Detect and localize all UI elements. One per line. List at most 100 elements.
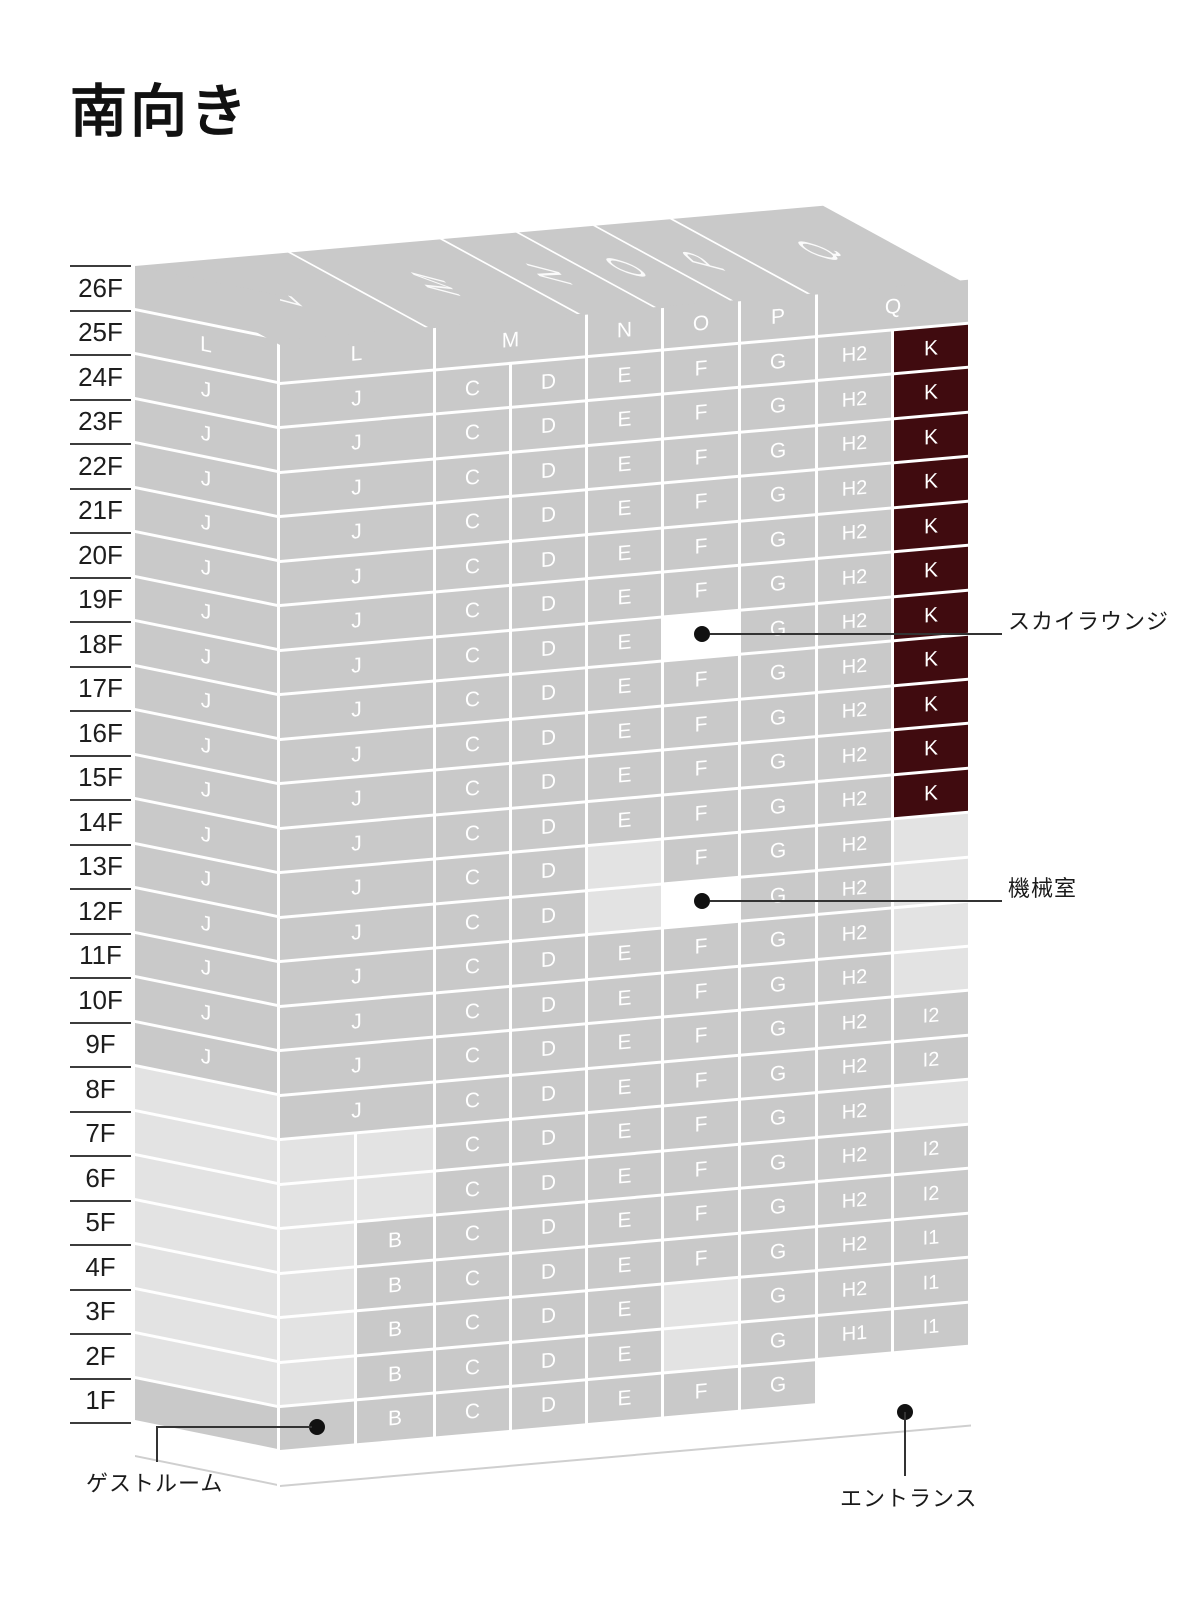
floor-separator <box>70 1066 131 1068</box>
unit-cell-K-23F: K <box>894 368 968 417</box>
unit-cell-I1-4F: I1 <box>894 1214 968 1263</box>
unit-letter: B <box>387 1406 402 1431</box>
unit-letter: C <box>464 1310 481 1336</box>
unit-cell-G-24F: G <box>741 337 815 386</box>
sky-lounge-leader-line <box>710 633 1002 635</box>
unit-cell-C-13F: C <box>436 853 509 902</box>
unit-letter: G <box>769 616 787 641</box>
side-unit-letter: J <box>200 955 212 981</box>
unit-cell-E-24F: E <box>588 351 661 400</box>
unit-letter: H2 <box>841 342 868 368</box>
unit-cell-F-2F <box>664 1323 738 1372</box>
unit-cell-G-23F: G <box>741 382 815 431</box>
unit-letter: F <box>694 356 708 381</box>
unit-cell-K-21F: K <box>894 457 968 506</box>
floor-label-26F: 26F <box>78 272 123 303</box>
unit-cell-D-19F: D <box>512 580 585 629</box>
floor-separator <box>70 487 131 490</box>
unit-letter: D <box>540 1170 557 1195</box>
unit-letter: E <box>617 985 632 1011</box>
unit-letter: G <box>769 527 787 552</box>
unit-letter: K <box>923 425 938 450</box>
roof-panel-letter: Q <box>779 233 855 267</box>
unit-letter: H2 <box>841 1010 868 1035</box>
unit-letter: E <box>617 718 632 744</box>
unit-cell-E-6F: E <box>588 1152 661 1201</box>
unit-cell-D-9F: D <box>512 1025 585 1074</box>
unit-cell-E-23F: E <box>588 395 661 444</box>
unit-letter: J <box>351 386 362 411</box>
unit-cell-C-14F: C <box>436 809 509 858</box>
unit-cell-N-25F: N <box>588 306 661 355</box>
unit-letter: N <box>616 318 633 343</box>
unit-cell-B-3F: B <box>357 1305 433 1354</box>
unit-letter: H2 <box>841 876 868 902</box>
unit-cell-C-20F: C <box>436 542 509 591</box>
floor-label-rail: 26F 25F 24F 23F 22F 21F 20F 19F 18F 17F 16F 15F 14F 1… <box>70 265 131 1424</box>
floor-label-13F: 13F <box>78 851 123 882</box>
unit-cell-D-17F: D <box>512 669 585 718</box>
unit-cell-H2-12F: H2 <box>818 865 891 913</box>
unit-cell-H2-22F: H2 <box>818 420 891 468</box>
unit-letter: C <box>464 1132 481 1158</box>
unit-cell-E-15F: E <box>588 751 661 800</box>
unit-cell-F-11F: F <box>664 922 738 971</box>
unit-cell-C-15F: C <box>436 764 509 813</box>
unit-cell-D-16F: D <box>512 713 585 762</box>
unit-letter: E <box>617 1208 632 1233</box>
unit-letter: E <box>617 941 632 966</box>
unit-letter: C <box>464 687 481 713</box>
unit-letter: D <box>540 1304 557 1329</box>
guest-room-leader-line-v <box>156 1426 158 1462</box>
unit-letter: G <box>769 571 787 597</box>
unit-cell-G-18F: G <box>741 604 815 653</box>
unit-letter: F <box>694 712 708 737</box>
unit-cell-B-5F: B <box>357 1216 433 1265</box>
unit-letter: F <box>694 1246 708 1271</box>
unit-letter: H2 <box>841 431 868 457</box>
unit-letter: J <box>351 787 362 812</box>
unit-cell-F-22F: F <box>664 433 738 482</box>
floor-label-5F: 5F <box>85 1207 116 1238</box>
unit-cell-D-2F: D <box>512 1336 585 1385</box>
unit-letter: H2 <box>841 565 868 590</box>
unit-cell-D-20F: D <box>512 535 585 584</box>
unit-letter: O <box>692 311 710 337</box>
floor-separator <box>70 1021 131 1024</box>
unit-cell-C-6F: C <box>436 1165 509 1214</box>
unit-letter: C <box>464 732 481 757</box>
unit-cell-G-21F: G <box>741 471 815 520</box>
entrance-label: エントランス <box>840 1486 978 1511</box>
floor-separator <box>70 443 131 445</box>
unit-cell-E-3F: E <box>588 1285 661 1334</box>
side-unit-letter: J <box>200 644 212 670</box>
unit-cell-G-17F: G <box>741 649 815 698</box>
unit-cell-C-10F: C <box>436 987 509 1036</box>
floor-separator <box>70 710 131 712</box>
unit-cell-F-13F: F <box>664 833 738 882</box>
unit-letter: G <box>769 972 787 997</box>
unit-cell-F-9F: F <box>664 1011 738 1060</box>
unit-letter: G <box>769 749 787 775</box>
unit-letter: G <box>769 438 787 463</box>
unit-cell-C-18F: C <box>436 631 509 680</box>
unit-letter: K <box>923 558 938 583</box>
floor-label-15F: 15F <box>78 762 123 793</box>
unit-cell-G-8F: G <box>741 1049 815 1098</box>
unit-cell-H2-3F: H2 <box>818 1265 891 1314</box>
unit-cell-F-6F: F <box>664 1145 738 1194</box>
unit-cell-G-6F: G <box>741 1138 815 1187</box>
unit-letter: K <box>923 736 938 761</box>
unit-cell-E-11F: E <box>588 929 661 978</box>
side-unit-letter: L <box>200 332 212 358</box>
unit-cell-G-14F: G <box>741 782 815 831</box>
floor-separator <box>70 576 131 579</box>
floor-separator <box>70 354 131 356</box>
unit-letter: J <box>351 609 362 634</box>
unit-letter: E <box>617 763 632 788</box>
unit-cell-F-8F: F <box>664 1056 738 1105</box>
unit-cell-P-25F: P <box>741 293 815 342</box>
unit-letter: I1 <box>922 1226 940 1251</box>
unit-letter: F <box>694 578 708 603</box>
unit-letter: H2 <box>841 1099 868 1124</box>
